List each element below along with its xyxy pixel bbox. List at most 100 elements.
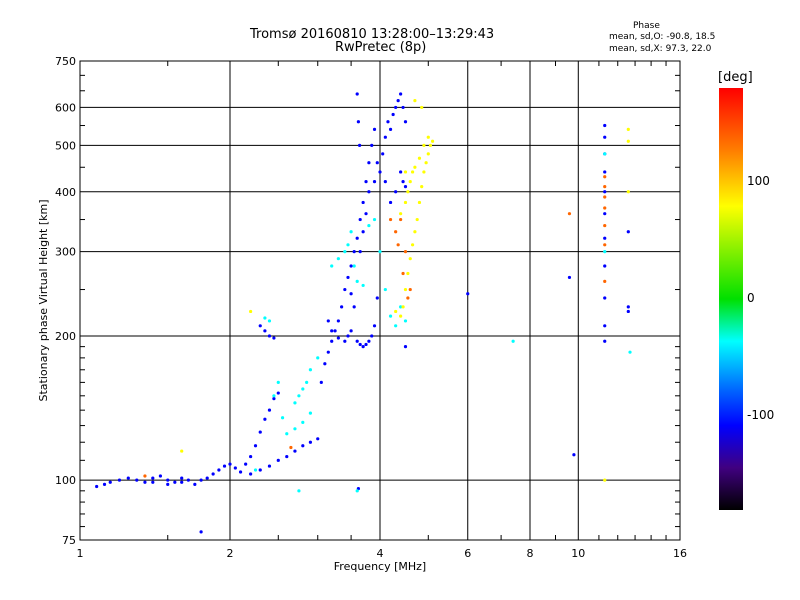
data-point <box>95 484 99 489</box>
data-point <box>272 396 276 401</box>
data-point <box>603 170 607 174</box>
data-point <box>267 408 272 412</box>
data-point <box>289 445 293 450</box>
data-point <box>628 350 632 354</box>
data-point <box>375 161 379 165</box>
data-point <box>603 478 607 482</box>
data-point <box>426 135 430 139</box>
data-point <box>301 420 305 424</box>
phase-colorbar <box>719 88 743 510</box>
data-point <box>355 279 359 283</box>
data-point <box>361 283 365 288</box>
data-point <box>367 223 371 228</box>
data-point <box>603 296 607 300</box>
data-point <box>370 334 374 338</box>
data-point <box>316 437 320 441</box>
x-tick-label: 10 <box>571 547 585 560</box>
data-point <box>308 440 313 444</box>
data-point <box>323 362 327 366</box>
data-point <box>403 345 408 349</box>
data-point <box>352 250 356 254</box>
data-point <box>276 380 280 384</box>
data-point <box>399 217 403 222</box>
data-point <box>276 391 280 395</box>
data-point <box>603 175 607 179</box>
data-point <box>383 135 387 139</box>
data-point <box>394 190 398 194</box>
data-point <box>267 319 272 323</box>
data-point <box>330 264 334 268</box>
data-point <box>249 454 253 459</box>
data-point <box>603 324 607 328</box>
x-tick-label: 16 <box>673 547 687 560</box>
data-point <box>263 417 267 421</box>
y-tick-label: 400 <box>55 186 76 199</box>
data-point <box>319 380 323 384</box>
data-point <box>343 250 347 254</box>
data-point <box>326 319 330 323</box>
y-tick-label: 100 <box>55 474 76 487</box>
data-point <box>158 474 163 478</box>
data-point <box>244 462 248 466</box>
data-point <box>151 480 155 484</box>
data-point <box>413 230 417 234</box>
data-point <box>408 287 412 292</box>
chart-title: Tromsø 20160810 13:28:00–13:29:43 <box>250 27 495 42</box>
data-point <box>297 489 301 493</box>
data-point <box>406 190 410 194</box>
data-point <box>258 324 262 328</box>
data-point <box>415 217 419 222</box>
data-point <box>572 453 576 457</box>
data-point <box>626 127 630 131</box>
data-point <box>346 243 350 247</box>
data-point <box>349 230 353 234</box>
data-point <box>276 458 280 462</box>
data-point <box>567 275 572 280</box>
data-point <box>603 135 607 139</box>
data-point <box>126 476 130 480</box>
data-point <box>293 449 297 453</box>
data-point <box>406 296 410 300</box>
data-point <box>383 180 387 184</box>
data-point <box>228 462 232 466</box>
phase-stats-o: mean, sd,O: -90.8, 18.5 <box>609 32 716 42</box>
data-point <box>372 127 377 131</box>
data-point <box>403 200 408 205</box>
data-point <box>422 143 426 147</box>
data-point <box>305 380 309 384</box>
data-point <box>349 264 353 268</box>
colorbar-unit: [deg] <box>718 70 753 85</box>
data-point <box>417 200 422 205</box>
x-tick-label: 6 <box>464 547 471 560</box>
data-point <box>199 478 203 482</box>
data-point <box>603 206 607 210</box>
data-point <box>166 482 170 486</box>
data-point <box>626 139 630 143</box>
data-point <box>361 345 365 349</box>
data-point <box>117 478 122 482</box>
data-point <box>388 127 393 131</box>
data-point <box>293 401 297 405</box>
data-point <box>258 430 262 434</box>
data-point <box>367 190 371 194</box>
data-point <box>413 98 417 103</box>
data-point <box>399 314 403 318</box>
data-point <box>364 180 368 184</box>
data-point <box>396 243 400 247</box>
data-point <box>263 316 267 320</box>
data-point <box>358 342 362 347</box>
data-point <box>420 185 424 189</box>
data-point <box>603 236 607 240</box>
colorbar-tick-0: 0 <box>747 291 755 305</box>
data-point <box>420 105 424 110</box>
data-point <box>263 329 267 333</box>
data-point <box>396 98 400 103</box>
data-point <box>424 161 428 165</box>
data-point <box>378 250 382 254</box>
data-point <box>272 394 276 398</box>
data-point <box>357 143 362 147</box>
data-point <box>258 468 262 472</box>
data-point <box>466 292 470 296</box>
data-point <box>603 212 607 216</box>
data-point <box>346 334 350 338</box>
